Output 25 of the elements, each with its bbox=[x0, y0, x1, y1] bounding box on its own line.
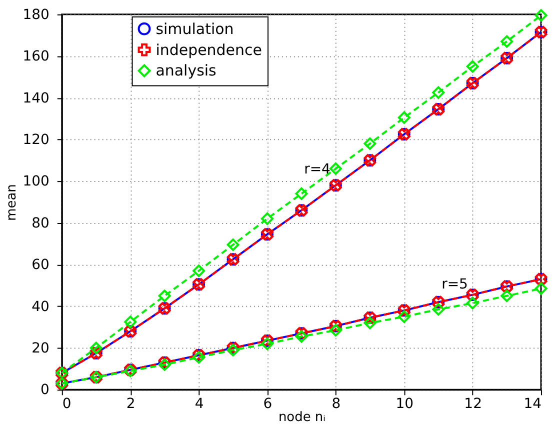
x-tick-label: 4 bbox=[194, 396, 204, 412]
x-tick-label: 10 bbox=[396, 396, 414, 412]
x-tick-label: 12 bbox=[464, 396, 482, 412]
x-tick-label: 8 bbox=[332, 396, 341, 412]
legend-label: independence bbox=[156, 40, 262, 59]
y-tick-label: 20 bbox=[32, 340, 50, 356]
y-tick-label: 160 bbox=[22, 48, 50, 65]
y-tick-label: 180 bbox=[22, 6, 50, 23]
y-tick-label: 40 bbox=[32, 298, 50, 315]
x-tick-label: 0 bbox=[62, 396, 72, 412]
annotation: r=5 bbox=[442, 276, 468, 293]
x-tick-label: 2 bbox=[126, 396, 136, 412]
y-tick-label: 60 bbox=[32, 257, 50, 274]
legend-label: analysis bbox=[156, 62, 217, 80]
x-axis-title: node nᵢ bbox=[278, 410, 326, 426]
y-tick-label: 0 bbox=[40, 382, 50, 398]
y-axis-title: mean bbox=[4, 184, 20, 221]
y-tick-label: 80 bbox=[32, 215, 50, 232]
y-tick-label: 120 bbox=[22, 132, 50, 148]
legend-label: simulation bbox=[156, 20, 234, 38]
y-tick-label: 140 bbox=[22, 90, 50, 106]
x-tick-label: 6 bbox=[263, 396, 272, 412]
x-tick-label: 14 bbox=[524, 396, 542, 412]
y-tick-label: 100 bbox=[22, 174, 50, 190]
annotation: r=4 bbox=[304, 162, 331, 178]
